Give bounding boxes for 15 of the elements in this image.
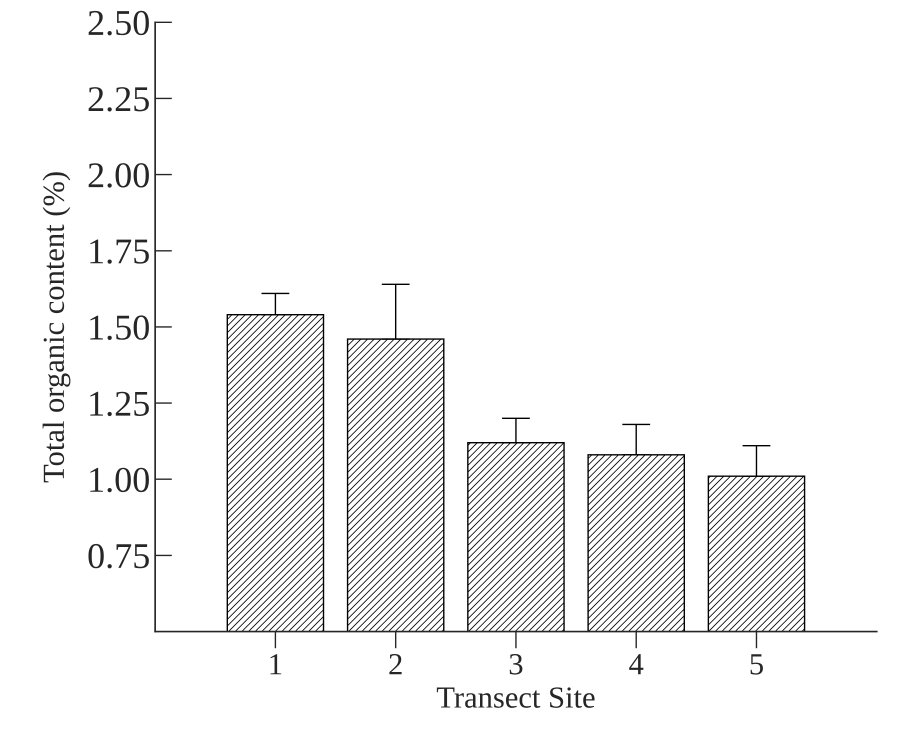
y-tick-label: 1.00 — [90, 468, 149, 492]
y-tick-label: 1.25 — [90, 392, 149, 416]
x-axis-title: Transect Site — [436, 687, 595, 708]
x-tick-label: 2 — [389, 654, 402, 674]
x-tick-label: 1 — [270, 654, 282, 674]
y-axis-title: Total organic content (%) — [42, 172, 70, 482]
x-tick-label: 5 — [750, 654, 763, 675]
y-tick-label: 1.75 — [90, 239, 149, 264]
x-tick-label: 4 — [629, 654, 644, 674]
y-tick-label: 1.50 — [90, 315, 149, 340]
x-tick-label: 3 — [510, 654, 522, 675]
y-tick-label: 2.50 — [88, 10, 149, 36]
y-tick-label: 2.00 — [88, 163, 149, 188]
y-tick-label: 0.75 — [88, 544, 149, 568]
y-tick-label: 2.25 — [88, 87, 149, 112]
